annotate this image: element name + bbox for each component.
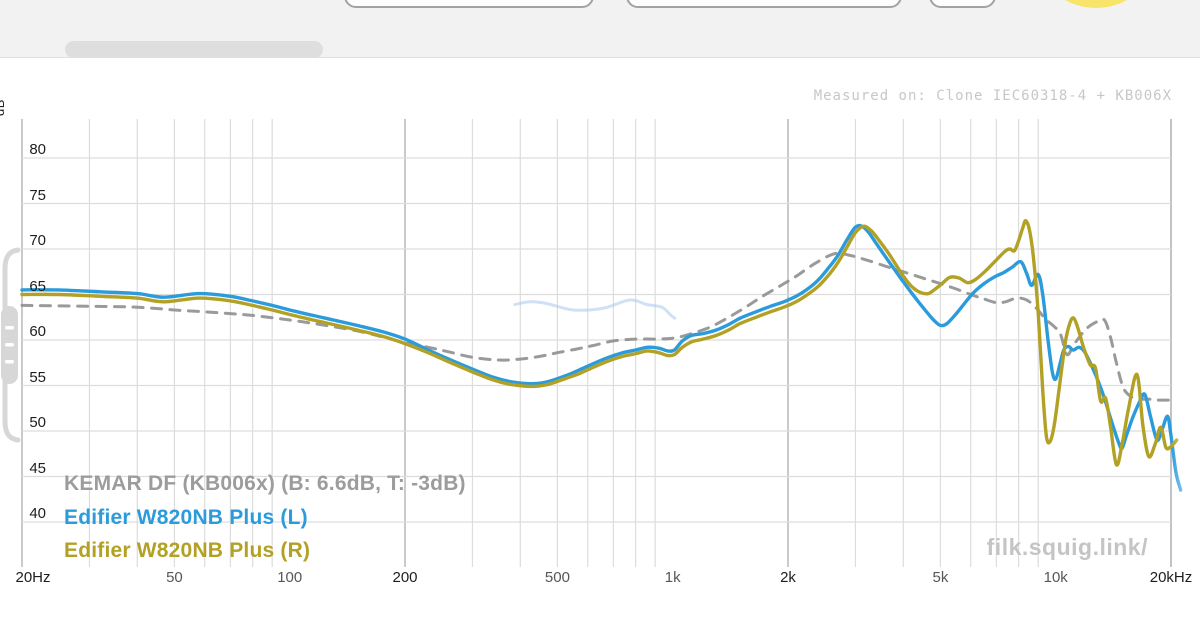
y-axis-tick-label: 75 xyxy=(29,186,46,204)
legend-item[interactable]: Edifier W820NB Plus (L) xyxy=(64,505,308,529)
y-axis-tick-label: 70 xyxy=(29,232,46,249)
handle-top-hook-icon xyxy=(2,247,21,311)
curve-unlabeled-faded-trace xyxy=(513,298,677,320)
y-axis-tick-label: 65 xyxy=(29,277,46,295)
y-axis-tick-label: 50 xyxy=(29,414,46,431)
x-axis-tick-label: 1k xyxy=(664,569,681,586)
x-axis-tick-label: 20kHz xyxy=(1149,569,1193,586)
toolbar-button[interactable] xyxy=(626,0,902,8)
measured-on-label: Measured on: Clone IEC60318-4 + KB006X xyxy=(813,88,1172,104)
y-axis-tick-label: 60 xyxy=(29,323,46,340)
curve-edifier-w820nb-plus-l- xyxy=(20,223,1183,492)
legend-item[interactable]: KEMAR DF (KB006x) (B: 6.6dB, T: -3dB) xyxy=(64,472,466,495)
grip-line-icon xyxy=(5,360,14,364)
y-axis-tick-label: 45 xyxy=(29,459,46,477)
y-axis-tick-label: 55 xyxy=(29,368,46,386)
avatar-circle[interactable] xyxy=(1032,0,1160,8)
y-axis-tick-label: 40 xyxy=(29,505,46,522)
x-axis-tick-label: 50 xyxy=(166,569,183,586)
y-axis-title: dB xyxy=(0,99,7,116)
top-toolbar xyxy=(0,0,1200,58)
toolbar-button[interactable] xyxy=(344,0,594,8)
drawer-handle[interactable] xyxy=(0,244,26,446)
x-axis-tick-label: 2k xyxy=(780,569,796,586)
graph-legend: KEMAR DF (KB006x) (B: 6.6dB, T: -3dB) Edi… xyxy=(64,467,466,568)
curve-edifier-w820nb-plus-r- xyxy=(20,219,1179,467)
handle-bottom-hook-icon xyxy=(2,379,21,443)
site-watermark: filk.squig.link/ xyxy=(986,534,1148,560)
x-axis-tick-label: 100 xyxy=(277,569,303,586)
x-axis-tick-label: 5k xyxy=(932,569,949,586)
y-axis-tick-label: 80 xyxy=(29,141,46,158)
grip-line-icon xyxy=(5,343,14,347)
x-axis-tick-label: 20Hz xyxy=(15,569,51,586)
grip-line-icon xyxy=(5,326,14,330)
x-axis-tick-label: 200 xyxy=(392,569,418,586)
toolbar-button[interactable] xyxy=(929,0,996,8)
x-axis-tick-label: 500 xyxy=(544,569,570,586)
legend-item[interactable]: Edifier W820NB Plus (R) xyxy=(64,539,311,562)
tab-pill[interactable] xyxy=(65,41,323,57)
x-axis-tick-label: 10k xyxy=(1043,569,1068,586)
edge-fade xyxy=(1171,117,1200,569)
